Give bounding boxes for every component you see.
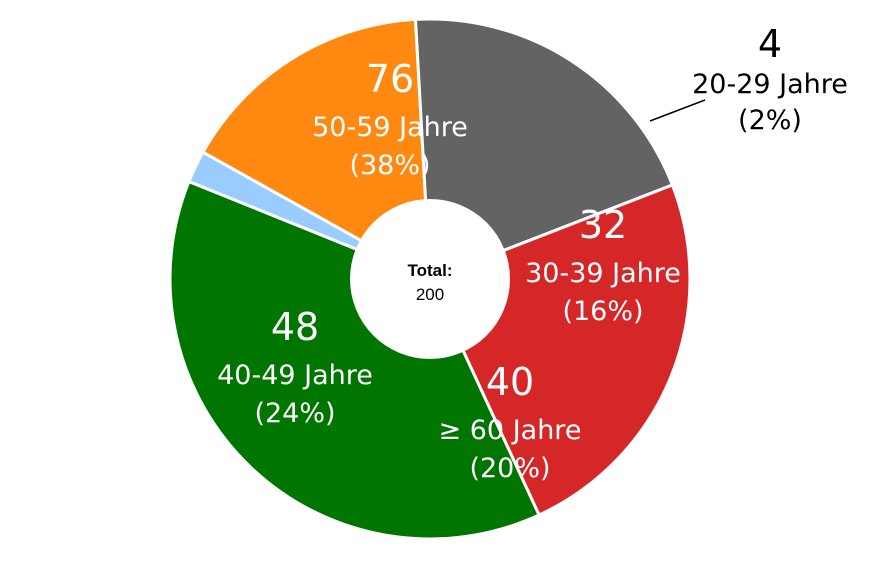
pie-slice <box>413 17 675 282</box>
slice-value-label: 48 <box>271 305 319 349</box>
slice-percent-label: (24%) <box>254 398 335 429</box>
pie-slice <box>168 179 542 541</box>
slice-percent-label: (16%) <box>562 296 643 327</box>
slice-labels-group: 420-29 Jahre (2%) 32 30-39 Jahre (16%) 40 ≥ 60… <box>217 22 848 484</box>
slices-group <box>168 17 692 541</box>
total-value: 200 <box>416 285 444 304</box>
leader-line <box>649 99 706 122</box>
slice-category-label: 20-29 Jahre <box>692 69 848 100</box>
center-group: Total: 200 <box>350 199 510 359</box>
slice-category-label: 40-49 Jahre <box>217 360 373 391</box>
slice-category-label: 30-39 Jahre <box>525 258 681 289</box>
slice-percent-label: (2%) <box>738 105 802 136</box>
slice-category-label: ≥ 60 Jahre <box>439 415 582 446</box>
slice-percent-label: (20%) <box>469 453 550 484</box>
pie-slice <box>200 17 432 282</box>
center-hole <box>350 199 510 359</box>
slice-value-label: 76 <box>366 57 414 101</box>
slice-value-label: 40 <box>486 360 534 404</box>
slice-value-label: 32 <box>579 203 627 247</box>
total-label: Total: <box>407 261 452 280</box>
slice-value-label: 4 <box>758 22 782 66</box>
slice-percent-label: (38%) <box>349 150 430 181</box>
slice-category-label: 50-59 Jahre <box>312 112 468 143</box>
